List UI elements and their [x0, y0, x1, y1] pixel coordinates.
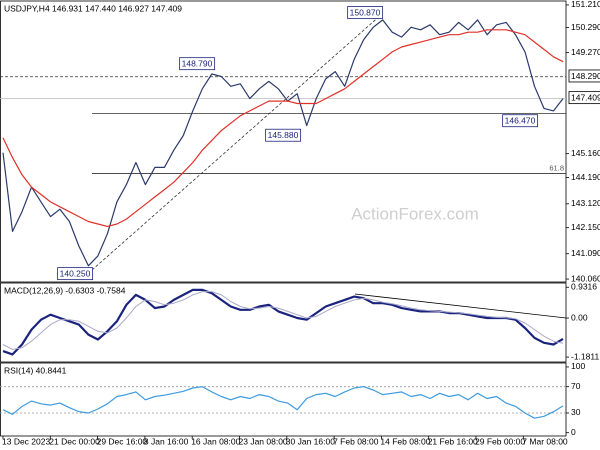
y-tick-label: 100: [571, 361, 585, 371]
x-tick-label: 30 Jan 16:00: [286, 436, 335, 446]
panel-frame: [0, 282, 567, 363]
x-tick-label: 7 Mar 08:00: [522, 436, 568, 446]
x-tick-label: 21 Dec 00:00: [49, 436, 100, 446]
panel-title: MACD(12,26,9) -0.6303 -0.7584: [4, 285, 126, 295]
marker-box: [568, 69, 600, 83]
y-tick-label: 151.210: [571, 0, 600, 9]
macd-trend-line: [354, 293, 567, 319]
y-tick-label: 149.270: [571, 47, 600, 57]
y-tick-label: 30: [571, 407, 581, 417]
annotation-box: [265, 128, 302, 142]
x-tick-label: 29 Dec 16:00: [97, 436, 148, 446]
y-tick-label: 150.290: [571, 22, 600, 32]
price-annotation: 146.470: [505, 116, 536, 126]
watermark: ActionForex.com: [351, 204, 479, 223]
y-tick-label: 144.190: [571, 172, 600, 182]
x-tick-label: 29 Feb 00:00: [475, 436, 525, 446]
panel-frame: [0, 362, 567, 437]
y-tick-label: -1.1811: [571, 351, 599, 361]
price-annotation: 150.870: [350, 8, 381, 18]
y-tick-label: 0: [571, 427, 576, 437]
y-tick-label: 0.00: [571, 312, 588, 322]
series-line: [2, 19, 564, 267]
y-tick-label: 0.9316: [571, 281, 597, 291]
y-tick-label: 143.120: [571, 198, 600, 208]
y-tick-label: 141.090: [571, 248, 600, 258]
marker-label: 147.409: [571, 93, 600, 103]
annotation-box: [179, 57, 216, 71]
x-tick-label: 16 Jan 08:00: [191, 436, 240, 446]
y-tick-label: 140.060: [571, 273, 600, 283]
y-tick-label: 142.150: [571, 222, 600, 232]
price-annotation: 140.250: [60, 269, 91, 279]
series-line: [2, 386, 564, 419]
annotation-box: [502, 114, 539, 128]
x-tick-label: 7 Feb 08:00: [333, 436, 379, 446]
panel-frame: [0, 0, 567, 283]
x-tick-label: 21 Feb 16:00: [428, 436, 478, 446]
level-label: 61.8: [549, 164, 564, 173]
series-line: [2, 288, 564, 356]
marker-box: [568, 91, 600, 105]
y-tick-label: 70: [571, 381, 581, 391]
panel-title: RSI(14) 40.8441: [4, 365, 67, 375]
y-tick-label: 145.160: [571, 148, 600, 158]
series-line: [2, 291, 564, 350]
trend-line: [91, 13, 383, 271]
marker-label: 148.290: [571, 71, 600, 81]
x-tick-label: 8 Jan 16:00: [144, 436, 189, 446]
x-tick-label: 13 Dec 2023: [2, 436, 50, 446]
x-tick-label: 23 Jan 08:00: [239, 436, 288, 446]
series-line: [2, 29, 564, 227]
panel-title: USDJPY,H4 146.931 147.440 146.927 147.40…: [4, 3, 182, 13]
price-annotation: 148.790: [182, 59, 213, 69]
annotation-box: [347, 6, 384, 19]
price-annotation: 145.880: [268, 130, 299, 140]
x-tick-label: 14 Feb 08:00: [380, 436, 430, 446]
annotation-box: [57, 267, 94, 281]
